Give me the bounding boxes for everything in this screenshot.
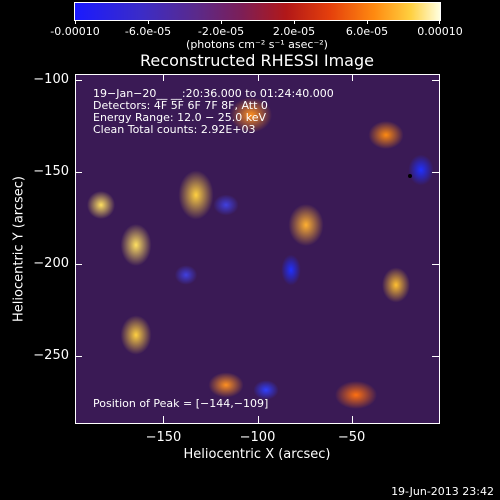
x-axis-label: Heliocentric X (arcsec) — [183, 447, 331, 462]
colorbar-tick — [294, 20, 295, 24]
y-tick — [432, 263, 439, 265]
x-tick — [351, 74, 353, 81]
colorbar-tick — [75, 20, 76, 24]
y-tick — [432, 355, 439, 357]
x-tick — [163, 416, 165, 423]
colorbar-unit-label: (photons cm⁻² s⁻¹ asec⁻²) — [186, 38, 328, 51]
colorbar-tick-label: -6.0e-05 — [124, 25, 172, 38]
y-tick — [432, 79, 439, 81]
y-tick-label: −200 — [33, 255, 69, 271]
colorbar-tick-label: 6.0e-05 — [345, 25, 389, 38]
y-tick-label: −150 — [33, 163, 69, 179]
y-tick-label: −100 — [33, 71, 69, 87]
colorbar-tick-label: -0.00010 — [50, 25, 100, 38]
x-tick — [351, 416, 353, 423]
annotation-energy: Energy Range: 12.0 − 25.0 keV — [93, 111, 267, 124]
heatmap-image — [75, 74, 440, 424]
y-tick — [432, 171, 439, 173]
y-tick — [75, 79, 82, 81]
colorbar-tick-label: 2.0e-05 — [272, 25, 316, 38]
x-tick — [257, 74, 259, 81]
timestamp: 19-Jun-2013 23:42 — [391, 485, 494, 498]
annotation-counts: Clean Total counts: 2.92E+03 — [93, 123, 256, 136]
chart-title: Reconstructed RHESSI Image — [140, 51, 374, 70]
colorbar-tick — [439, 20, 440, 24]
colorbar-tick-label: -2.0e-05 — [197, 25, 245, 38]
annotation-time: 19−Jan−20__ __:20:36.000 to 01:24:40.000 — [93, 87, 334, 100]
y-tick — [75, 263, 82, 265]
peak-position-label: Position of Peak = [−144,−109] — [93, 397, 269, 410]
y-tick-label: −250 — [33, 347, 69, 363]
x-tick — [257, 416, 259, 423]
colorbar-tick — [367, 20, 368, 24]
x-tick-label: −100 — [239, 430, 276, 445]
peak-marker — [408, 174, 412, 178]
colorbar-tick-label: 0.00010 — [417, 25, 463, 38]
colorbar-tick — [221, 20, 222, 24]
colorbar-tick — [148, 20, 149, 24]
x-tick-label: −50 — [337, 430, 366, 445]
y-axis-label: Heliocentric Y (arcsec) — [11, 176, 27, 322]
colorbar-gradient — [74, 2, 441, 21]
y-tick — [75, 171, 82, 173]
x-tick — [163, 74, 165, 81]
annotation-detectors: Detectors: 4F 5F 6F 7F 8F, Att 0 — [93, 99, 268, 112]
y-tick — [75, 355, 82, 357]
x-tick-label: −150 — [145, 430, 182, 445]
